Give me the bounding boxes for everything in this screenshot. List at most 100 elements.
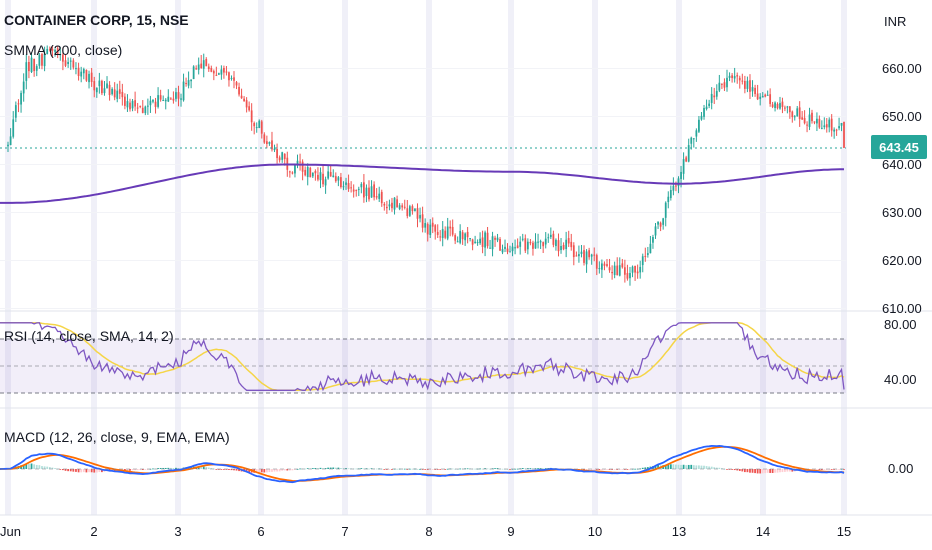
macd-histogram-bar <box>675 464 677 469</box>
candle-body <box>454 235 457 241</box>
candle-body <box>144 106 147 114</box>
candle-body <box>271 140 273 150</box>
macd-histogram-bar <box>368 468 370 470</box>
candle-body <box>329 171 332 177</box>
candle-body <box>175 92 177 99</box>
candle-body <box>401 205 404 208</box>
candle-body <box>334 176 337 182</box>
macd-histogram-bar <box>337 467 340 469</box>
candle-body <box>129 102 131 110</box>
candle-body <box>756 93 759 100</box>
macd-histogram-bar <box>705 466 708 469</box>
candle-body <box>263 134 266 143</box>
candle-body <box>116 90 119 99</box>
candle-body <box>177 92 180 99</box>
macd-histogram-bar <box>677 464 680 469</box>
candle-body <box>779 103 781 109</box>
macd-histogram-bar <box>634 468 636 470</box>
candle-body <box>788 106 791 113</box>
candle-body <box>667 196 670 203</box>
price-tick: 640.00 <box>882 157 922 172</box>
candle-body <box>54 49 56 52</box>
macd-histogram-bar <box>273 469 276 472</box>
candle-body <box>803 117 806 124</box>
candle-body <box>185 83 187 85</box>
macd-histogram-bar <box>601 469 603 470</box>
candle-body <box>230 77 233 79</box>
candle-body <box>461 232 464 240</box>
rsi-legend[interactable]: RSI (14, close, SMA, 14, 2) <box>4 328 174 344</box>
macd-histogram-bar <box>746 469 749 473</box>
macd-histogram-bar <box>144 469 147 470</box>
candle-body <box>332 175 335 178</box>
x-tick-label: Jun <box>0 524 21 539</box>
candle-body <box>657 221 659 225</box>
candle-body <box>12 119 15 137</box>
candle-body <box>416 208 419 219</box>
x-axis[interactable]: Jun 2 3 6 7 8 9 10 13 14 15 <box>0 524 851 539</box>
candle-body <box>705 106 708 109</box>
macd-histogram-bar <box>813 469 816 471</box>
candle-body <box>449 226 452 229</box>
candle-body <box>570 241 573 248</box>
price-pane[interactable] <box>0 45 846 309</box>
candle-body <box>715 91 718 97</box>
macd-histogram-bar <box>134 469 136 471</box>
candle-body <box>414 208 416 211</box>
candle-body <box>798 107 801 120</box>
candle-body <box>580 251 583 254</box>
macd-histogram-bar <box>172 468 175 469</box>
candle-body <box>378 193 381 199</box>
candle-body <box>75 68 77 70</box>
macd-legend[interactable]: MACD (12, 26, close, 9, EMA, EMA) <box>4 429 230 445</box>
candle-body <box>608 267 611 271</box>
candle-body <box>484 232 486 248</box>
x-tick-label: 10 <box>588 524 602 539</box>
macd-histogram-bar <box>126 469 129 471</box>
candle-body <box>33 58 36 72</box>
macd-histogram-bar <box>30 463 33 469</box>
candle-body <box>324 179 327 186</box>
candle-body <box>672 185 675 191</box>
macd-histogram-bar <box>698 465 700 469</box>
candle-body <box>299 161 301 163</box>
candle-body <box>636 271 639 274</box>
candle-body <box>611 271 613 274</box>
macd-histogram-bar <box>754 469 756 474</box>
macd-histogram-bar <box>769 469 772 473</box>
macd-histogram-bar <box>129 469 131 471</box>
macd-histogram-bar <box>233 469 235 471</box>
macd-histogram-bar <box>268 469 271 473</box>
macd-histogram-bar <box>791 469 794 472</box>
candle-body <box>552 233 555 245</box>
candle-body <box>398 205 401 210</box>
candle-body <box>613 265 616 275</box>
macd-histogram-bar <box>629 469 631 470</box>
macd-histogram-bar <box>731 469 733 470</box>
rsi-pane[interactable] <box>0 322 846 394</box>
candle-body <box>451 226 454 235</box>
macd-histogram-bar <box>223 469 225 470</box>
last-price-tag[interactable]: 643.45 <box>871 135 927 159</box>
candle-body <box>164 99 167 102</box>
macd-histogram-bar <box>788 469 791 472</box>
candle-body <box>654 226 657 236</box>
candle-body <box>357 188 360 190</box>
candle-body <box>641 256 644 266</box>
macd-histogram-bar <box>281 469 284 471</box>
macd-histogram-bar <box>509 469 511 470</box>
candle-body <box>276 149 278 159</box>
candle-body <box>126 101 129 108</box>
candle-body <box>572 245 575 258</box>
candle-body <box>250 110 253 123</box>
macd-histogram-bar <box>771 469 774 474</box>
candle-body <box>761 96 764 98</box>
candle-body <box>159 95 162 100</box>
candle-body <box>811 112 813 122</box>
candle-body <box>464 233 467 241</box>
smma-legend[interactable]: SMMA (200, close) <box>4 42 122 58</box>
macd-histogram-bar <box>46 466 49 469</box>
candle-body <box>311 172 314 177</box>
macd-pane[interactable] <box>0 444 846 484</box>
macd-histogram-bar <box>516 468 519 470</box>
